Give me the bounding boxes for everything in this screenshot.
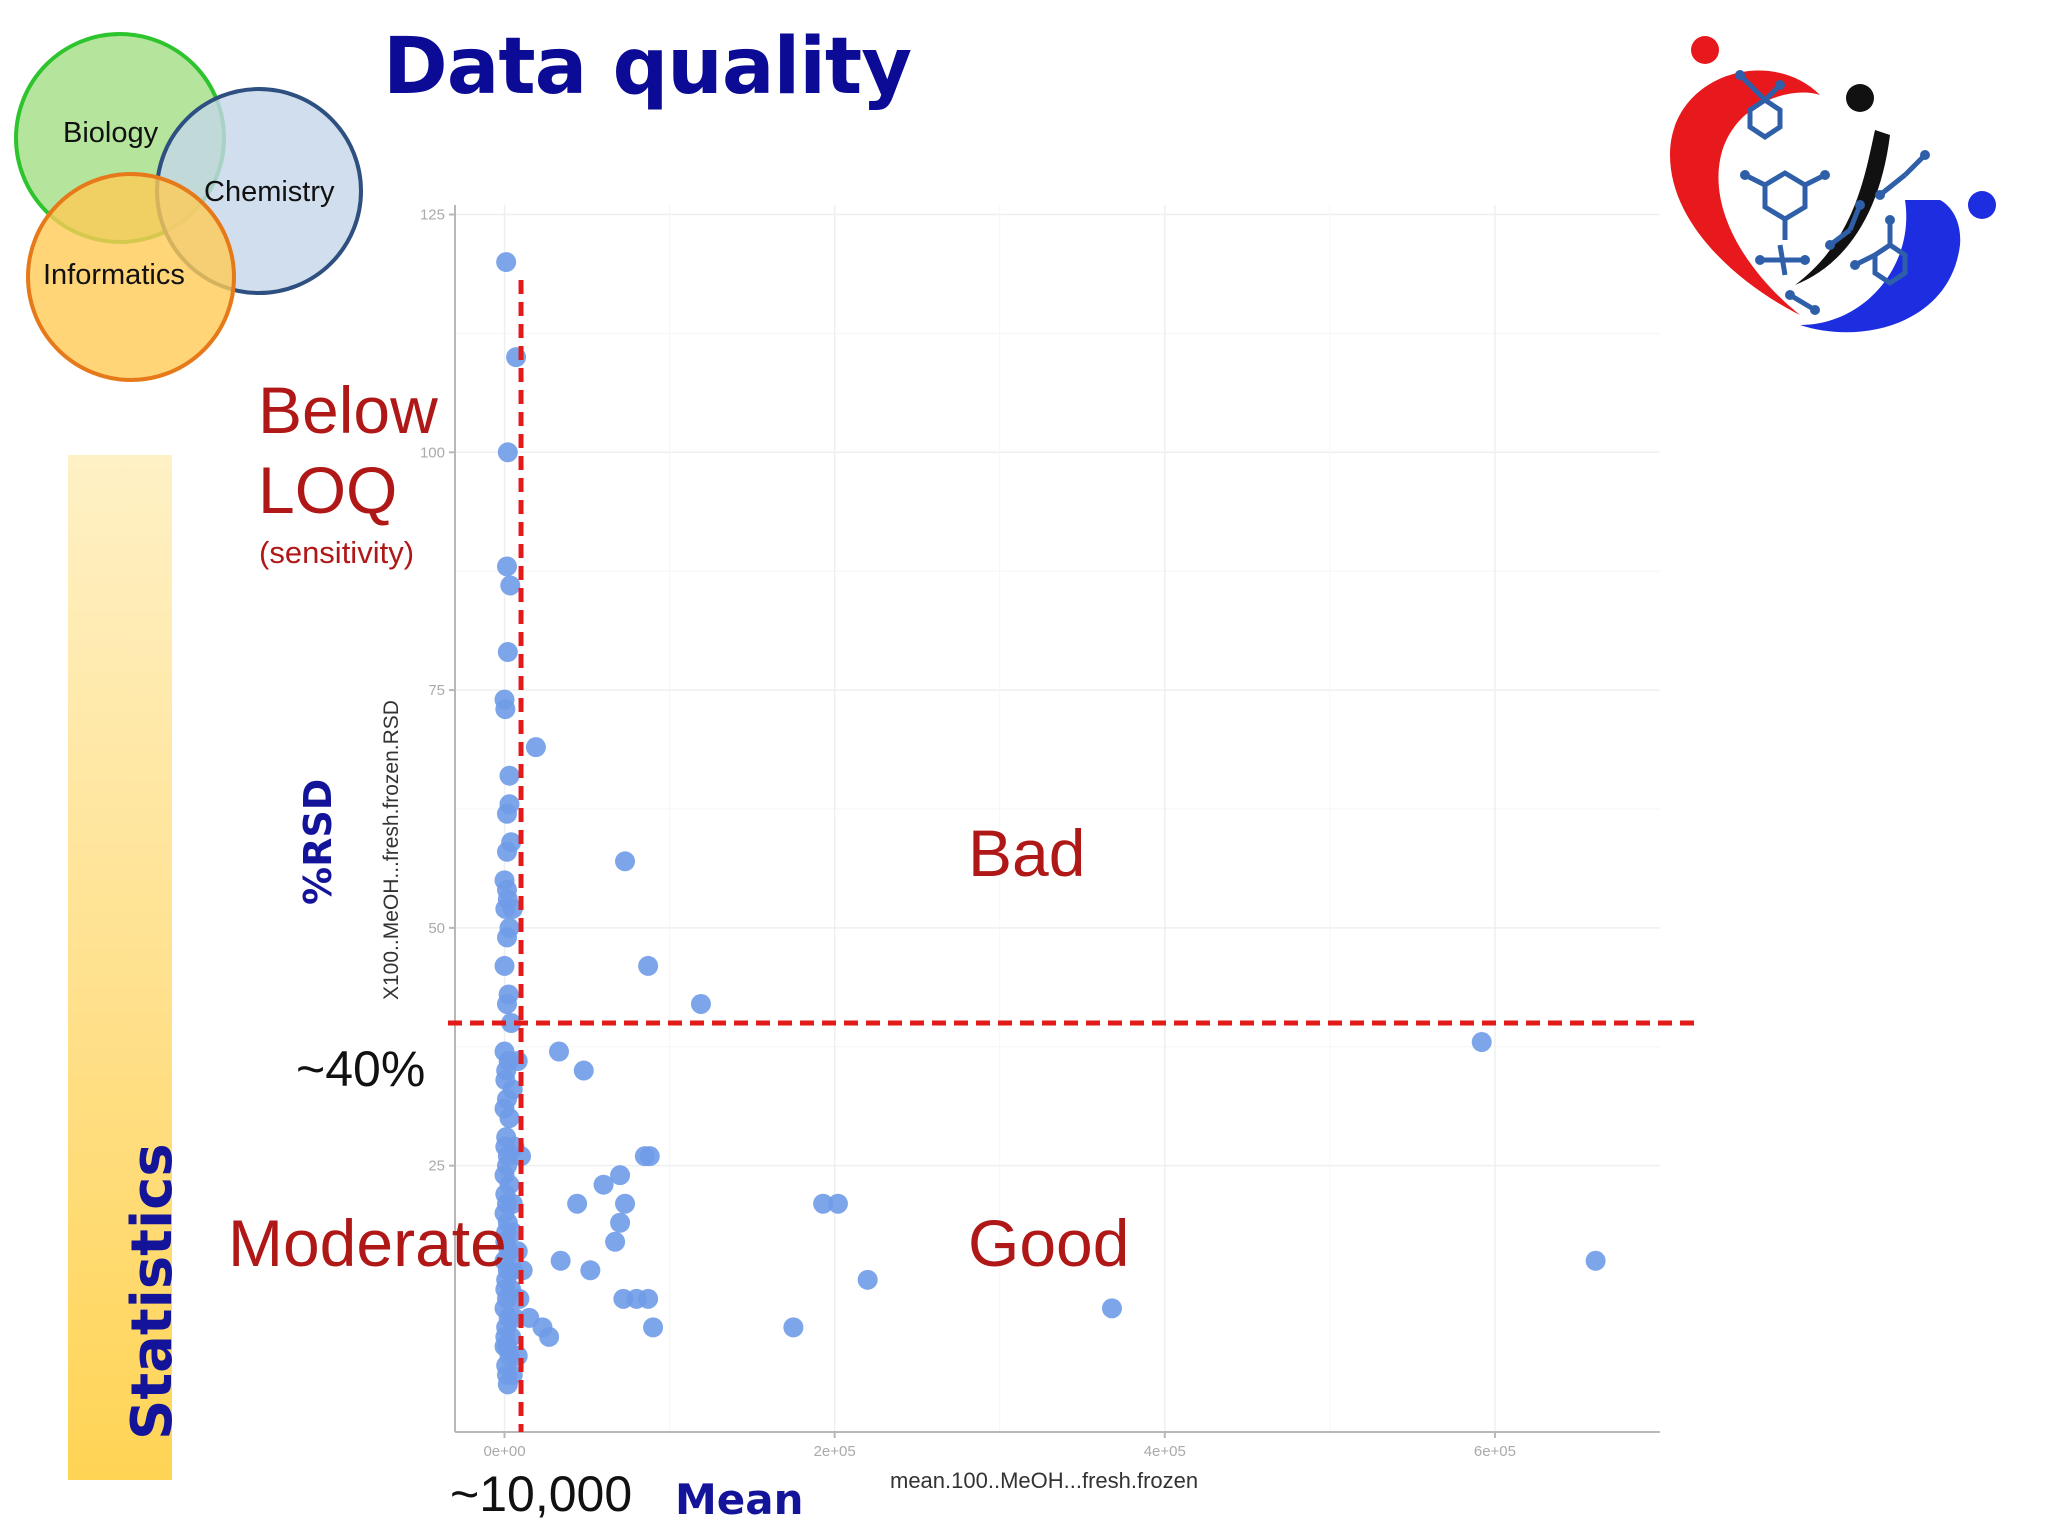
data-point: [690, 993, 711, 1014]
data-point: [605, 1231, 626, 1252]
y-tick-label: 125: [420, 207, 445, 224]
data-point: [496, 252, 517, 273]
data-point: [610, 1165, 631, 1186]
region-good: Good: [968, 1206, 1130, 1280]
data-point: [548, 1041, 569, 1062]
region-moderate: Moderate: [228, 1206, 507, 1280]
data-point: [511, 1146, 532, 1167]
data-point: [495, 699, 516, 720]
rsd-annotation: %RSD: [296, 778, 340, 905]
mean-annotation: Mean: [675, 1475, 804, 1524]
data-point: [615, 851, 636, 872]
mean-threshold-label: ~10,000: [450, 1466, 633, 1522]
data-point: [497, 1374, 518, 1395]
region-below-loq: Below LOQ: [258, 370, 438, 530]
data-point: [496, 556, 517, 577]
venn-label-biology: Biology: [63, 117, 159, 149]
statistics-bar: [68, 455, 172, 1480]
data-point: [497, 442, 518, 463]
region-below-loq-sub: (sensitivity): [259, 535, 415, 570]
data-point: [593, 1174, 614, 1195]
chart-grid: [455, 205, 1660, 1432]
data-point: [502, 898, 523, 919]
data-point: [1585, 1250, 1606, 1271]
x-tick-label: 2e+05: [814, 1443, 856, 1460]
chart-points: [494, 252, 1606, 1395]
data-point: [499, 765, 520, 786]
venn-label-informatics: Informatics: [43, 259, 185, 291]
y-axis-title: X100..MeOH...fresh.frozen.RSD: [380, 700, 403, 1000]
venn-label-chemistry: Chemistry: [204, 176, 335, 208]
slide-title: Data quality: [383, 22, 912, 112]
rsd-threshold-label: ~40%: [296, 1041, 426, 1097]
data-point: [496, 993, 517, 1014]
region-below-loq-line2: LOQ: [258, 453, 398, 527]
data-point: [643, 1317, 664, 1338]
y-tick-label: 75: [428, 682, 445, 699]
x-tick-label: 4e+05: [1144, 1443, 1186, 1460]
data-point: [857, 1269, 878, 1290]
chart-axes: 25 50 75 100 125 0e+00 2e+05 4e+05 6e+05: [420, 205, 1660, 1460]
data-point: [639, 1146, 660, 1167]
region-bad: Bad: [968, 816, 1086, 890]
data-point: [615, 1193, 636, 1214]
y-tick-label: 50: [428, 920, 445, 937]
data-point: [783, 1317, 804, 1338]
data-point: [496, 841, 517, 862]
molecule-heart-logo: [1670, 36, 1996, 333]
x-tick-label: 0e+00: [483, 1443, 525, 1460]
data-point: [494, 955, 515, 976]
x-tick-label: 6e+05: [1474, 1443, 1516, 1460]
data-point: [499, 1108, 520, 1129]
x-axis-title: mean.100..MeOH...fresh.frozen: [890, 1468, 1199, 1493]
chart-thresholds: [448, 280, 1700, 1432]
venn-informatics-circle: [26, 172, 236, 382]
data-point: [496, 803, 517, 824]
data-point: [813, 1193, 834, 1214]
data-point: [580, 1260, 601, 1281]
data-point: [497, 642, 518, 663]
data-point: [638, 1288, 659, 1309]
data-point: [573, 1060, 594, 1081]
data-point: [496, 927, 517, 948]
region-below-loq-line1: Below: [258, 373, 438, 447]
data-point: [539, 1326, 560, 1347]
y-tick-label: 100: [420, 444, 445, 461]
y-tick-label: 25: [428, 1158, 445, 1175]
data-point: [1101, 1298, 1122, 1319]
data-point: [1471, 1032, 1492, 1053]
data-point: [638, 955, 659, 976]
data-point: [501, 1013, 522, 1033]
data-point: [567, 1193, 588, 1214]
data-point: [827, 1193, 848, 1214]
venn-diagram: [14, 32, 363, 382]
data-point: [525, 737, 546, 758]
data-point: [500, 575, 521, 596]
data-point: [550, 1250, 571, 1271]
data-point: [610, 1212, 631, 1233]
